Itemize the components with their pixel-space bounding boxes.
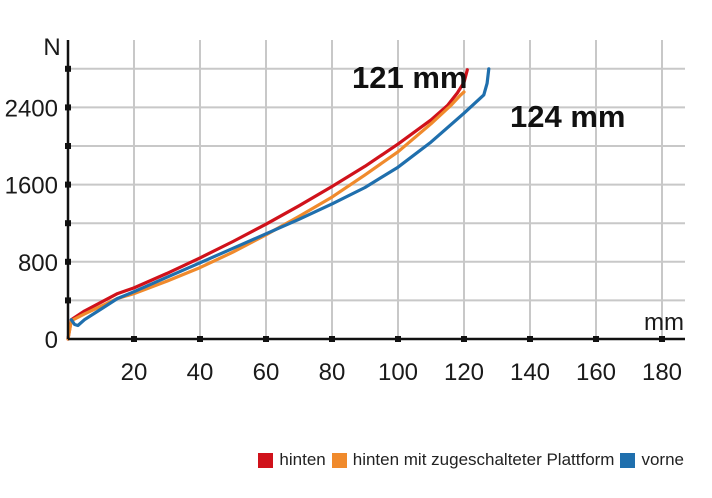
- series-line-0: [66, 68, 469, 341]
- x-tick-mark: [329, 336, 335, 342]
- y-tick-label: 2400: [5, 95, 58, 122]
- legend-item-hinten: hinten: [258, 450, 326, 470]
- legend-swatch-vorne: [620, 452, 636, 468]
- y-axis-unit: N: [43, 34, 60, 61]
- x-tick-mark: [263, 336, 269, 342]
- series-line-1: [66, 90, 466, 341]
- y-tick-mark: [65, 258, 71, 265]
- y-tick-label: 1600: [5, 173, 58, 200]
- x-axis-unit: mm: [644, 309, 684, 336]
- x-tick-label: 120: [444, 359, 484, 386]
- y-tick-mark: [65, 220, 71, 227]
- x-tick-mark: [395, 336, 401, 342]
- x-tick-label: 40: [187, 359, 214, 386]
- x-tick-label: 140: [510, 359, 550, 386]
- y-tick-mark: [65, 65, 71, 72]
- legend-item-plattform: hinten mit zugeschalteter Plattform: [331, 450, 615, 470]
- grid: [68, 40, 685, 339]
- y-tick-mark: [65, 297, 71, 304]
- legend-swatch-hinten: [258, 452, 274, 468]
- y-tick-mark: [65, 104, 71, 111]
- legend-swatch-plattform: [331, 452, 347, 468]
- x-tick-mark: [527, 336, 533, 342]
- tick-labels: 20 40 60 80 100 120 140 160 180 0 800 1600 2400: [5, 95, 682, 386]
- legend-label-hinten: hinten: [279, 450, 326, 469]
- x-tick-label: 180: [642, 359, 682, 386]
- series-line-2: [69, 67, 491, 328]
- y-tick-mark: [65, 143, 71, 149]
- x-tick-label: 160: [576, 359, 616, 386]
- x-tick-mark: [593, 336, 599, 342]
- y-tick-label: 800: [18, 250, 58, 277]
- legend: hinten hinten mit zugeschalteter Plattfo…: [258, 450, 684, 470]
- annotation-121mm: 121 mm: [352, 60, 467, 95]
- axes: [65, 40, 685, 342]
- legend-label-vorne: vorne: [641, 450, 684, 469]
- x-tick-mark: [659, 336, 665, 342]
- x-tick-mark: [197, 336, 203, 342]
- x-tick-label: 20: [121, 359, 148, 386]
- x-tick-label: 100: [378, 359, 418, 386]
- legend-item-vorne: vorne: [620, 450, 684, 470]
- x-tick-label: 60: [253, 359, 280, 386]
- series-group: [66, 67, 491, 341]
- chart: 20 40 60 80 100 120 140 160 180 0 800 1600 2400 mm N…: [5, 34, 685, 386]
- x-tick-mark: [131, 336, 137, 342]
- x-tick-label: 80: [319, 359, 346, 386]
- y-tick-label: 0: [45, 327, 58, 354]
- y-tick-mark: [65, 181, 71, 188]
- annotation-124mm: 124 mm: [510, 99, 625, 134]
- legend-label-plattform: hinten mit zugeschalteter Plattform: [352, 450, 615, 469]
- x-tick-mark: [461, 336, 467, 342]
